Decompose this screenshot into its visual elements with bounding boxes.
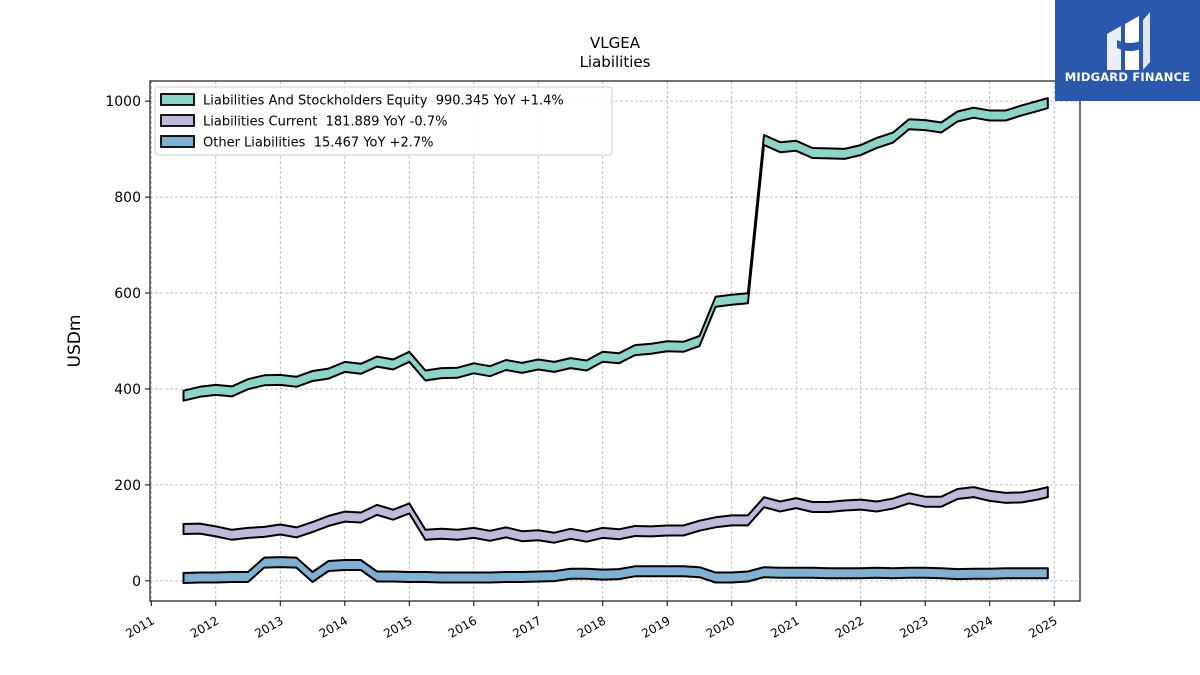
y-axis: 0 200 400 600 800 1000 [105,94,150,590]
x-tick-label: 2017 [510,613,543,640]
chart-subtitle: Liabilities [580,53,651,71]
y-tick-label: 800 [114,190,141,206]
x-tick-label: 2014 [317,613,350,640]
logo-text: MIDGARD FINANCE [1064,70,1191,84]
x-tick-label: 2019 [639,613,672,640]
chart-title: VLGEA [590,34,641,52]
legend-box [154,86,613,156]
legend: Liabilities And Stockholders Equity 990.… [154,86,613,156]
y-tick-label: 1000 [105,94,141,110]
x-tick-label: 2012 [188,613,221,640]
brand-logo: MIDGARD FINANCE [1055,0,1200,101]
y-tick-label: 200 [114,478,141,494]
x-axis: 2011 2012 2013 2014 2015 2016 2017 2018 2019 2020… [123,601,1060,641]
x-tick-label: 2020 [704,613,737,640]
series-band-0 [182,97,1049,402]
plot-frame [149,80,1081,602]
x-tick-label: 2013 [252,613,285,640]
x-tick-label: 2021 [768,613,801,640]
legend-label-0: Liabilities And Stockholders Equity 990.… [203,94,564,109]
x-tick-label: 2023 [897,613,930,640]
logo-mark-icon [1107,12,1150,70]
x-tick-label: 2016 [446,613,479,640]
x-tick-label: 2025 [1026,613,1059,640]
x-tick-label: 2022 [833,613,866,640]
legend-swatch-2 [160,135,195,148]
legend-label-2: Other Liabilities 15.467 YoY +2.7% [203,136,433,151]
y-tick-label: 400 [114,382,141,398]
y-tick-label: 600 [114,286,141,302]
y-axis-label: USDm [65,315,85,368]
legend-swatch-1 [160,114,195,127]
x-tick-label: 2024 [962,613,995,640]
legend-swatch-0 [160,93,195,106]
legend-label-1: Liabilities Current 181.889 YoY -0.7% [203,115,447,130]
y-tick-label: 0 [132,574,141,590]
x-tick-label: 2015 [381,613,414,640]
grid [150,81,1080,601]
series-band-2 [182,556,1049,584]
series-band-1 [182,486,1049,544]
x-tick-label: 2018 [575,613,608,640]
x-tick-label: 2011 [123,613,156,640]
series-areas [182,97,1049,584]
